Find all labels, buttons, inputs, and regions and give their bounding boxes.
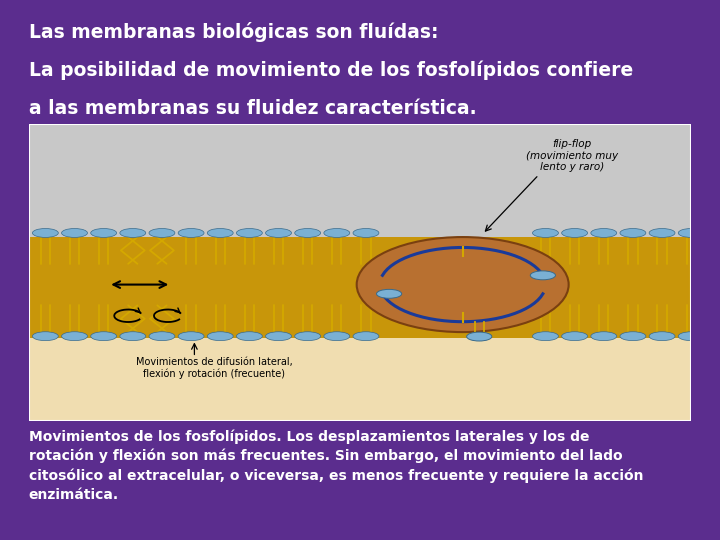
Ellipse shape: [266, 228, 292, 238]
Ellipse shape: [562, 332, 588, 341]
Ellipse shape: [32, 228, 58, 238]
Ellipse shape: [266, 332, 292, 341]
Ellipse shape: [236, 228, 262, 238]
Ellipse shape: [324, 332, 350, 341]
Ellipse shape: [620, 332, 646, 341]
Ellipse shape: [353, 332, 379, 341]
Ellipse shape: [61, 228, 87, 238]
Ellipse shape: [649, 228, 675, 238]
Circle shape: [356, 237, 569, 332]
Ellipse shape: [531, 271, 555, 280]
Ellipse shape: [178, 228, 204, 238]
Ellipse shape: [207, 228, 233, 238]
Ellipse shape: [149, 332, 175, 341]
Ellipse shape: [61, 332, 87, 341]
Ellipse shape: [353, 228, 379, 238]
Text: Movimientos de los fosfolípidos. Los desplazamientos laterales y los de
rotación: Movimientos de los fosfolípidos. Los des…: [29, 429, 643, 502]
Ellipse shape: [324, 228, 350, 238]
Ellipse shape: [649, 332, 675, 341]
Ellipse shape: [467, 332, 492, 341]
Ellipse shape: [149, 228, 175, 238]
Ellipse shape: [591, 332, 617, 341]
Ellipse shape: [294, 332, 320, 341]
Text: flip-flop
(movimiento muy
lento y raro): flip-flop (movimiento muy lento y raro): [526, 139, 618, 172]
Ellipse shape: [533, 228, 559, 238]
Ellipse shape: [678, 228, 704, 238]
Ellipse shape: [91, 332, 117, 341]
Ellipse shape: [120, 332, 145, 341]
Ellipse shape: [678, 332, 704, 341]
Ellipse shape: [91, 228, 117, 238]
Bar: [29, 237, 691, 338]
Text: a las membranas su fluidez característica.: a las membranas su fluidez característic…: [29, 99, 477, 118]
Ellipse shape: [294, 228, 320, 238]
Text: La posibilidad de movimiento de los fosfolípidos confiere: La posibilidad de movimiento de los fosf…: [29, 60, 633, 80]
Ellipse shape: [533, 332, 559, 341]
Ellipse shape: [178, 332, 204, 341]
Bar: [29, 338, 691, 421]
Ellipse shape: [32, 332, 58, 341]
Ellipse shape: [120, 228, 145, 238]
Text: Las membranas biológicas son fluídas:: Las membranas biológicas son fluídas:: [29, 22, 438, 42]
Ellipse shape: [620, 228, 646, 238]
Bar: [29, 124, 691, 237]
Ellipse shape: [236, 332, 262, 341]
Ellipse shape: [591, 228, 617, 238]
Ellipse shape: [207, 332, 233, 341]
Ellipse shape: [377, 289, 402, 298]
Ellipse shape: [562, 228, 588, 238]
Text: Movimientos de difusión lateral,
flexión y rotación (frecuente): Movimientos de difusión lateral, flexión…: [136, 356, 292, 379]
